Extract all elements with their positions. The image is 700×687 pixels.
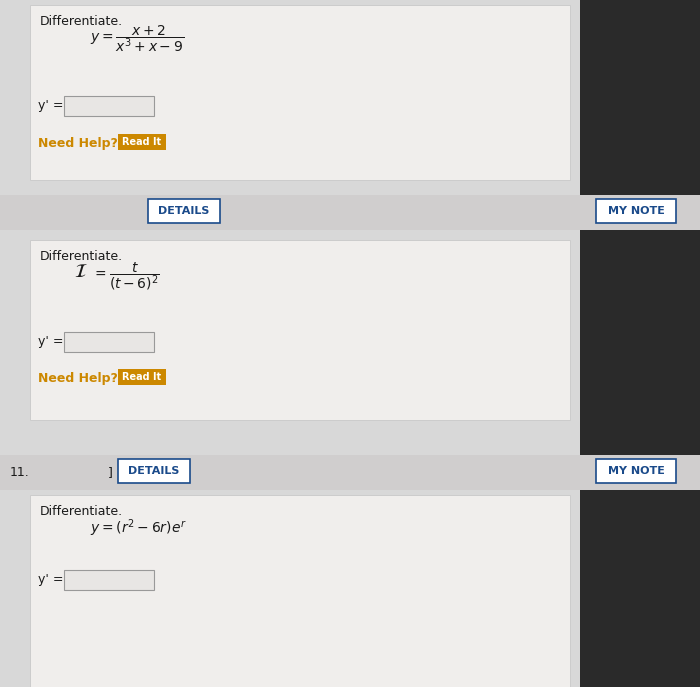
Bar [118,459,190,483]
Bar [64,332,154,352]
Text: Differentiate.: Differentiate. [40,250,123,263]
Bar [148,199,220,223]
Text: Differentiate.: Differentiate. [40,505,123,518]
Text: DETAILS: DETAILS [158,206,210,216]
Bar [118,369,166,385]
Text: Need Help?: Need Help? [38,372,118,385]
Text: Read It: Read It [122,372,162,382]
Bar [0,455,700,490]
Text: y' =: y' = [38,99,64,112]
Text: y' =: y' = [38,573,64,586]
Text: Need Help?: Need Help? [38,137,118,150]
Bar [0,195,700,230]
Text: ]: ] [108,466,113,479]
Text: MY NOTE: MY NOTE [608,206,664,216]
Text: MY NOTE: MY NOTE [608,466,664,476]
Bar [30,240,570,420]
Text: DETAILS: DETAILS [128,466,180,476]
Bar [118,134,166,150]
Bar [64,96,154,116]
Text: $\mathcal{I}$: $\mathcal{I}$ [74,262,88,281]
Text: Differentiate.: Differentiate. [40,15,123,28]
Text: $y = (r^2 - 6r)e^r$: $y = (r^2 - 6r)e^r$ [90,517,187,539]
Text: $= \dfrac{t}{(t-6)^2}$: $= \dfrac{t}{(t-6)^2}$ [92,260,160,292]
Text: Read It: Read It [122,137,162,147]
Text: 11.: 11. [10,466,29,479]
Bar [596,199,676,223]
Text: y' =: y' = [38,335,64,348]
Bar [580,0,700,687]
Bar [30,5,570,180]
Bar [596,459,676,483]
Bar [30,495,570,687]
Bar [64,570,154,590]
Text: $y = \dfrac{x + 2}{x^3 + x - 9}$: $y = \dfrac{x + 2}{x^3 + x - 9}$ [90,23,184,54]
